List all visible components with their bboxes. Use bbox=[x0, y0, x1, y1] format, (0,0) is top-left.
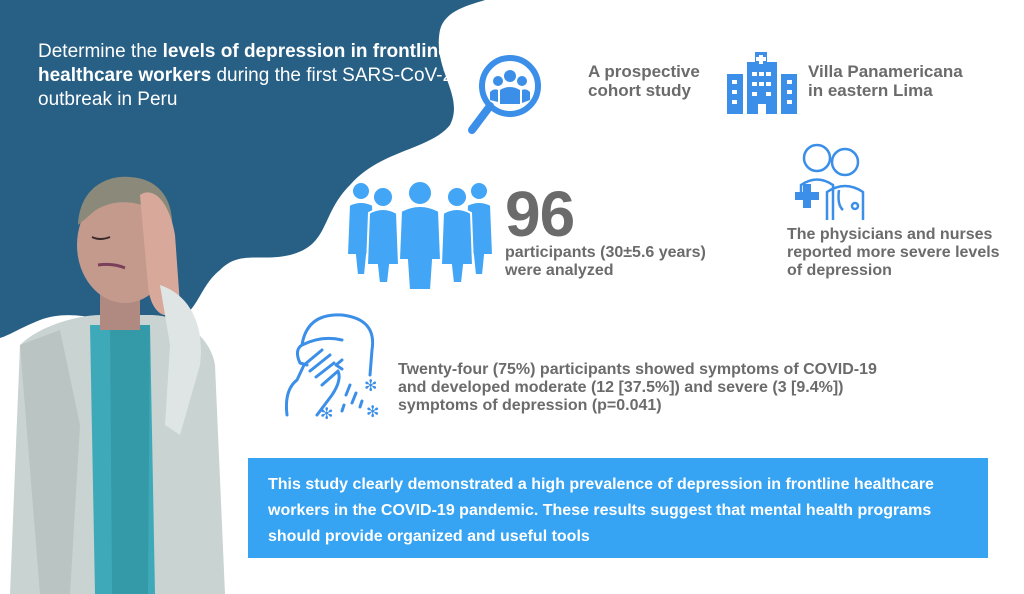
location-line2: in eastern Lima bbox=[808, 81, 933, 100]
conclusion-banner: This study clearly demonstrated a high p… bbox=[248, 458, 988, 558]
svg-text:✻: ✻ bbox=[366, 402, 379, 421]
study-type-line2: cohort study bbox=[588, 81, 691, 100]
headline-bold: levels of depression in frontline health… bbox=[38, 41, 449, 86]
professionals-text: The physicians and nurses reported more … bbox=[787, 226, 1000, 279]
hospital-icon bbox=[727, 52, 797, 114]
participant-count: 96 bbox=[505, 178, 575, 250]
svg-text:✻: ✻ bbox=[320, 404, 333, 423]
headline-suffix: during the first SARS-CoV-2 outbreak in … bbox=[38, 65, 454, 110]
group-people-icon bbox=[345, 180, 495, 290]
covid-line3: symptoms of depression (p=0.041) bbox=[398, 397, 662, 414]
covid-line2: and developed moderate (12 [37.5%]) and … bbox=[398, 379, 844, 396]
headline-prefix: Determine the bbox=[38, 41, 163, 62]
covid-symptoms-text: Twenty-four (75%) participants showed sy… bbox=[398, 361, 998, 415]
participants-text: participants (30±5.6 years) were analyze… bbox=[505, 244, 706, 280]
participants-line1: participants (30±5.6 years) bbox=[505, 244, 706, 261]
participants-line2: were analyzed bbox=[505, 262, 614, 279]
study-type-line1: A prospective bbox=[588, 62, 700, 81]
doctor-nurse-icon bbox=[795, 143, 865, 220]
covid-line1: Twenty-four (75%) participants showed sy… bbox=[398, 361, 877, 378]
headline: Determine the levels of depression in fr… bbox=[38, 40, 458, 112]
location-line1: Villa Panamericana bbox=[808, 62, 963, 81]
tired-doctor-illustration bbox=[10, 176, 225, 594]
svg-text:✻: ✻ bbox=[364, 376, 377, 395]
sneezing-person-icon: ✻ ✻ ✻ bbox=[285, 313, 379, 423]
location-text: Villa Panamericana in eastern Lima bbox=[808, 62, 963, 100]
study-type-text: A prospective cohort study bbox=[588, 62, 700, 100]
magnifier-people-icon bbox=[468, 55, 541, 134]
